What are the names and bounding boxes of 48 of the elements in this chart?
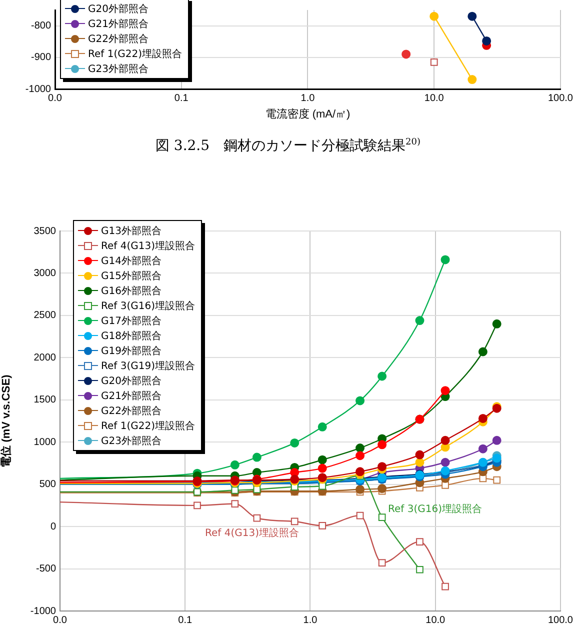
legend-label: Ref 1(G22)埋設照合: [101, 420, 195, 432]
legend-label: G15外部照合: [101, 270, 162, 282]
legend-label: G23外部照合: [101, 434, 162, 448]
caption: 図 3.2.5 鋼材のカソード分極試験結果$^{20)}$: [154, 137, 422, 155]
y-tick-label: -800: [30, 20, 52, 32]
y-tick-label: 2500: [34, 310, 56, 322]
x-tick-label: 0.0: [48, 92, 62, 104]
legend-label: G22外部照合: [101, 404, 162, 418]
legend-label: G21外部照合: [88, 18, 148, 30]
x-tick-label: 0.0: [53, 614, 68, 626]
x-axis-title: 電流密度 (mA/㎡): [265, 107, 350, 120]
legend-label: Ref 4(G13)埋設照合: [101, 240, 195, 252]
x-tick-label: 0.1: [178, 614, 193, 626]
legend-label: Ref 1(G22)埋設照合: [88, 48, 182, 60]
x-tick-label: 100.0: [548, 614, 574, 626]
x-tick-label: 1.0: [300, 92, 316, 104]
legend-label: G14外部照合: [101, 254, 162, 268]
x-tick-label: 100.0: [548, 92, 574, 104]
y-tick-label: 500: [39, 479, 56, 490]
legend-label: G19外部照合: [101, 344, 162, 358]
y-tick-label: 1000: [34, 436, 56, 448]
x-tick-label: 0.1: [174, 92, 189, 104]
y-tick-label: 3500: [34, 226, 56, 237]
legend-label: G21外部照合: [101, 390, 162, 402]
y-tick-label: 2000: [34, 352, 56, 364]
y-tick-label: -1000: [30, 606, 56, 617]
legend-label: Ref 3(G16)埋設照合: [101, 300, 195, 312]
y-tick-label: 3000: [34, 268, 56, 279]
y-tick-label: -500: [36, 564, 56, 575]
y-axis-title: 電位 (mV v.s.CSE): [0, 374, 13, 468]
y-tick-label: 1500: [34, 394, 56, 406]
x-tick-label: 10.0: [426, 614, 446, 626]
legend-label: G22外部照合: [88, 32, 148, 46]
legend-label: G16外部照合: [101, 284, 162, 298]
legend-label: G18外部照合: [101, 330, 162, 342]
legend-label: G20外部照合: [101, 374, 162, 388]
y-tick-label: -1000: [25, 84, 52, 95]
y-tick-label: -900: [30, 52, 52, 64]
legend-label: Ref 3(G19)埋設照合: [101, 360, 195, 372]
annotation: Ref 3(G16)埋設照合: [388, 502, 482, 516]
legend-label: G17外部照合: [101, 314, 162, 328]
legend-label: G20外部照合: [88, 2, 148, 16]
legend-label: G13外部照合: [101, 224, 162, 238]
x-tick-label: 10.0: [424, 92, 444, 104]
annotation: Ref 4(G13)埋設照合: [205, 526, 299, 540]
y-tick-label: 0: [50, 521, 56, 532]
x-tick-label: 1.0: [303, 614, 318, 626]
legend-label: G23外部照合: [88, 62, 148, 76]
